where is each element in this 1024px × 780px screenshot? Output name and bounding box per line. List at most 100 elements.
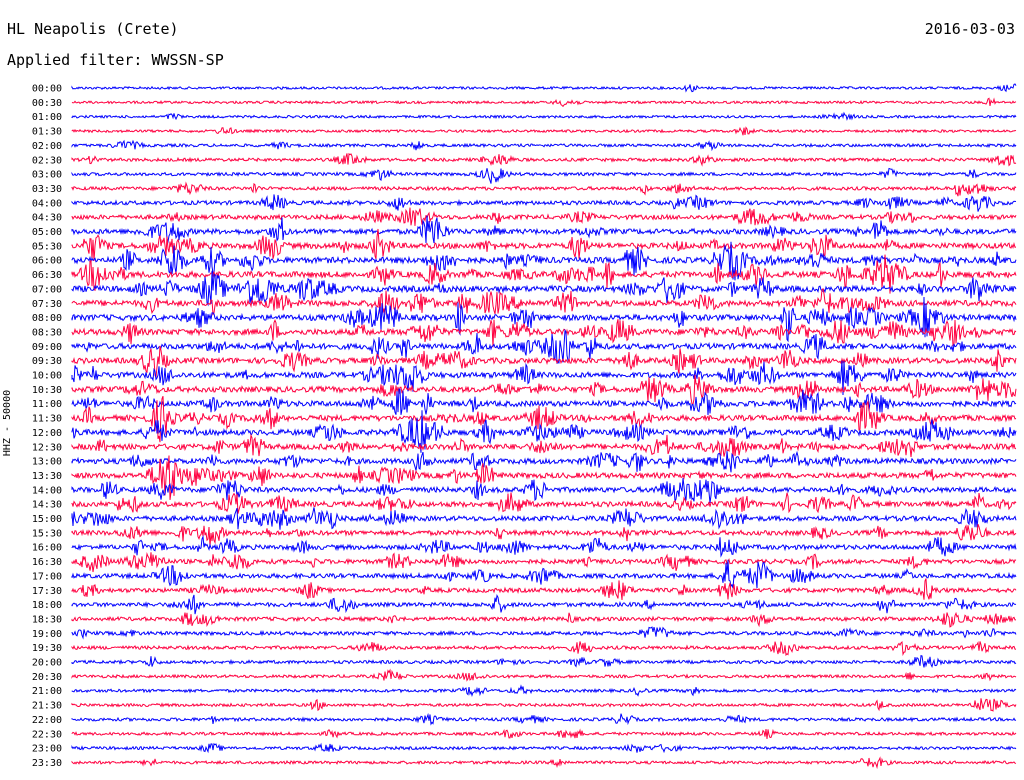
trace-row bbox=[71, 410, 1017, 453]
trace-row bbox=[71, 287, 1017, 316]
row-time-label: 14:00 bbox=[32, 485, 62, 496]
filter-label: Applied filter: WWSSN-SP bbox=[7, 51, 224, 69]
trace-row bbox=[71, 534, 1017, 558]
trace-row bbox=[71, 396, 1017, 443]
trace-row bbox=[71, 654, 1017, 668]
station-title: HL Neapolis (Crete) bbox=[7, 20, 179, 38]
row-time-label: 01:30 bbox=[32, 127, 62, 138]
row-time-label: 05:00 bbox=[32, 227, 62, 238]
trace-row bbox=[71, 194, 1017, 212]
trace-row bbox=[71, 215, 1017, 244]
trace-row bbox=[71, 640, 1017, 657]
row-time-label: 03:30 bbox=[32, 184, 62, 195]
trace-row bbox=[71, 668, 1017, 682]
trace-row bbox=[71, 450, 1017, 473]
trace-row bbox=[71, 228, 1017, 262]
row-time-label: 19:30 bbox=[32, 643, 62, 654]
trace-row bbox=[71, 97, 1017, 108]
row-time-label: 08:30 bbox=[32, 327, 62, 338]
row-time-label: 21:30 bbox=[32, 701, 62, 712]
row-time-label: 23:00 bbox=[32, 744, 62, 755]
trace-row bbox=[71, 139, 1017, 152]
trace-row bbox=[71, 83, 1017, 93]
trace-row bbox=[71, 433, 1017, 458]
row-time-label: 02:30 bbox=[32, 155, 62, 166]
trace-row bbox=[71, 181, 1017, 197]
row-time-label: 23:30 bbox=[32, 758, 62, 769]
row-time-label: 11:00 bbox=[32, 399, 62, 410]
row-time-label: 08:00 bbox=[32, 313, 62, 324]
trace-row bbox=[71, 270, 1017, 307]
trace-row bbox=[71, 328, 1017, 364]
row-time-label: 03:00 bbox=[32, 170, 62, 181]
row-time-label: 14:30 bbox=[32, 500, 62, 511]
row-time-label: 06:00 bbox=[32, 256, 62, 267]
trace-row bbox=[71, 111, 1017, 121]
trace-row bbox=[71, 507, 1017, 530]
trace-row bbox=[71, 455, 1017, 500]
trace-row bbox=[71, 374, 1017, 405]
row-time-label: 13:00 bbox=[32, 457, 62, 468]
row-time-label: 22:00 bbox=[32, 715, 62, 726]
row-time-label: 07:00 bbox=[32, 284, 62, 295]
row-time-label: 17:30 bbox=[32, 586, 62, 597]
row-time-label: 18:00 bbox=[32, 600, 62, 611]
trace-row bbox=[71, 296, 1017, 343]
row-time-label: 10:00 bbox=[32, 371, 62, 382]
row-time-label: 06:30 bbox=[32, 270, 62, 281]
trace-row bbox=[71, 756, 1017, 770]
date-label: 2016-03-03 bbox=[924, 20, 1015, 38]
trace-row bbox=[71, 684, 1017, 697]
trace-row bbox=[71, 167, 1017, 184]
trace-row bbox=[71, 152, 1017, 167]
row-time-label: 04:30 bbox=[32, 213, 62, 224]
row-time-label: 16:00 bbox=[32, 543, 62, 554]
row-time-label: 09:30 bbox=[32, 356, 62, 367]
row-time-label: 15:30 bbox=[32, 528, 62, 539]
trace-row bbox=[71, 478, 1017, 503]
trace-row bbox=[71, 388, 1017, 416]
row-time-label: 12:00 bbox=[32, 428, 62, 439]
row-time-label: 20:30 bbox=[32, 672, 62, 683]
trace-row bbox=[71, 241, 1017, 281]
trace-row bbox=[71, 578, 1017, 601]
trace-row bbox=[71, 319, 1017, 348]
row-time-label: 00:00 bbox=[32, 84, 62, 95]
trace-row bbox=[71, 698, 1017, 712]
row-time-label: 13:30 bbox=[32, 471, 62, 482]
trace-row bbox=[71, 712, 1017, 726]
trace-row bbox=[71, 345, 1017, 380]
trace-row bbox=[71, 126, 1017, 136]
trace-row bbox=[71, 207, 1017, 226]
trace-row bbox=[71, 728, 1017, 739]
row-time-label: 19:00 bbox=[32, 629, 62, 640]
row-time-label: 09:00 bbox=[32, 342, 62, 353]
trace-row bbox=[71, 360, 1017, 396]
row-time-label: 21:00 bbox=[32, 686, 62, 697]
row-time-label: 10:30 bbox=[32, 385, 62, 396]
row-time-label: 05:30 bbox=[32, 241, 62, 252]
row-time-label: 07:30 bbox=[32, 299, 62, 310]
row-time-label: 17:00 bbox=[32, 571, 62, 582]
trace-row bbox=[71, 593, 1017, 615]
trace-row bbox=[71, 559, 1017, 589]
row-time-label: 00:30 bbox=[32, 98, 62, 109]
trace-row bbox=[71, 611, 1016, 628]
row-time-label: 12:30 bbox=[32, 442, 62, 453]
row-time-label: 22:30 bbox=[32, 729, 62, 740]
row-time-label: 20:00 bbox=[32, 658, 62, 669]
row-time-label: 02:00 bbox=[32, 141, 62, 152]
trace-row bbox=[71, 524, 1017, 547]
trace-row bbox=[71, 742, 1017, 754]
trace-row bbox=[71, 626, 1017, 640]
row-time-label: 04:00 bbox=[32, 198, 62, 209]
trace-row bbox=[71, 254, 1017, 294]
trace-row bbox=[71, 551, 1017, 573]
trace-row bbox=[71, 492, 1017, 514]
row-time-label: 01:00 bbox=[32, 112, 62, 123]
row-time-label: 15:00 bbox=[32, 514, 62, 525]
row-time-label: 18:30 bbox=[32, 614, 62, 625]
row-time-label: 11:30 bbox=[32, 414, 62, 425]
row-time-label: 16:30 bbox=[32, 557, 62, 568]
